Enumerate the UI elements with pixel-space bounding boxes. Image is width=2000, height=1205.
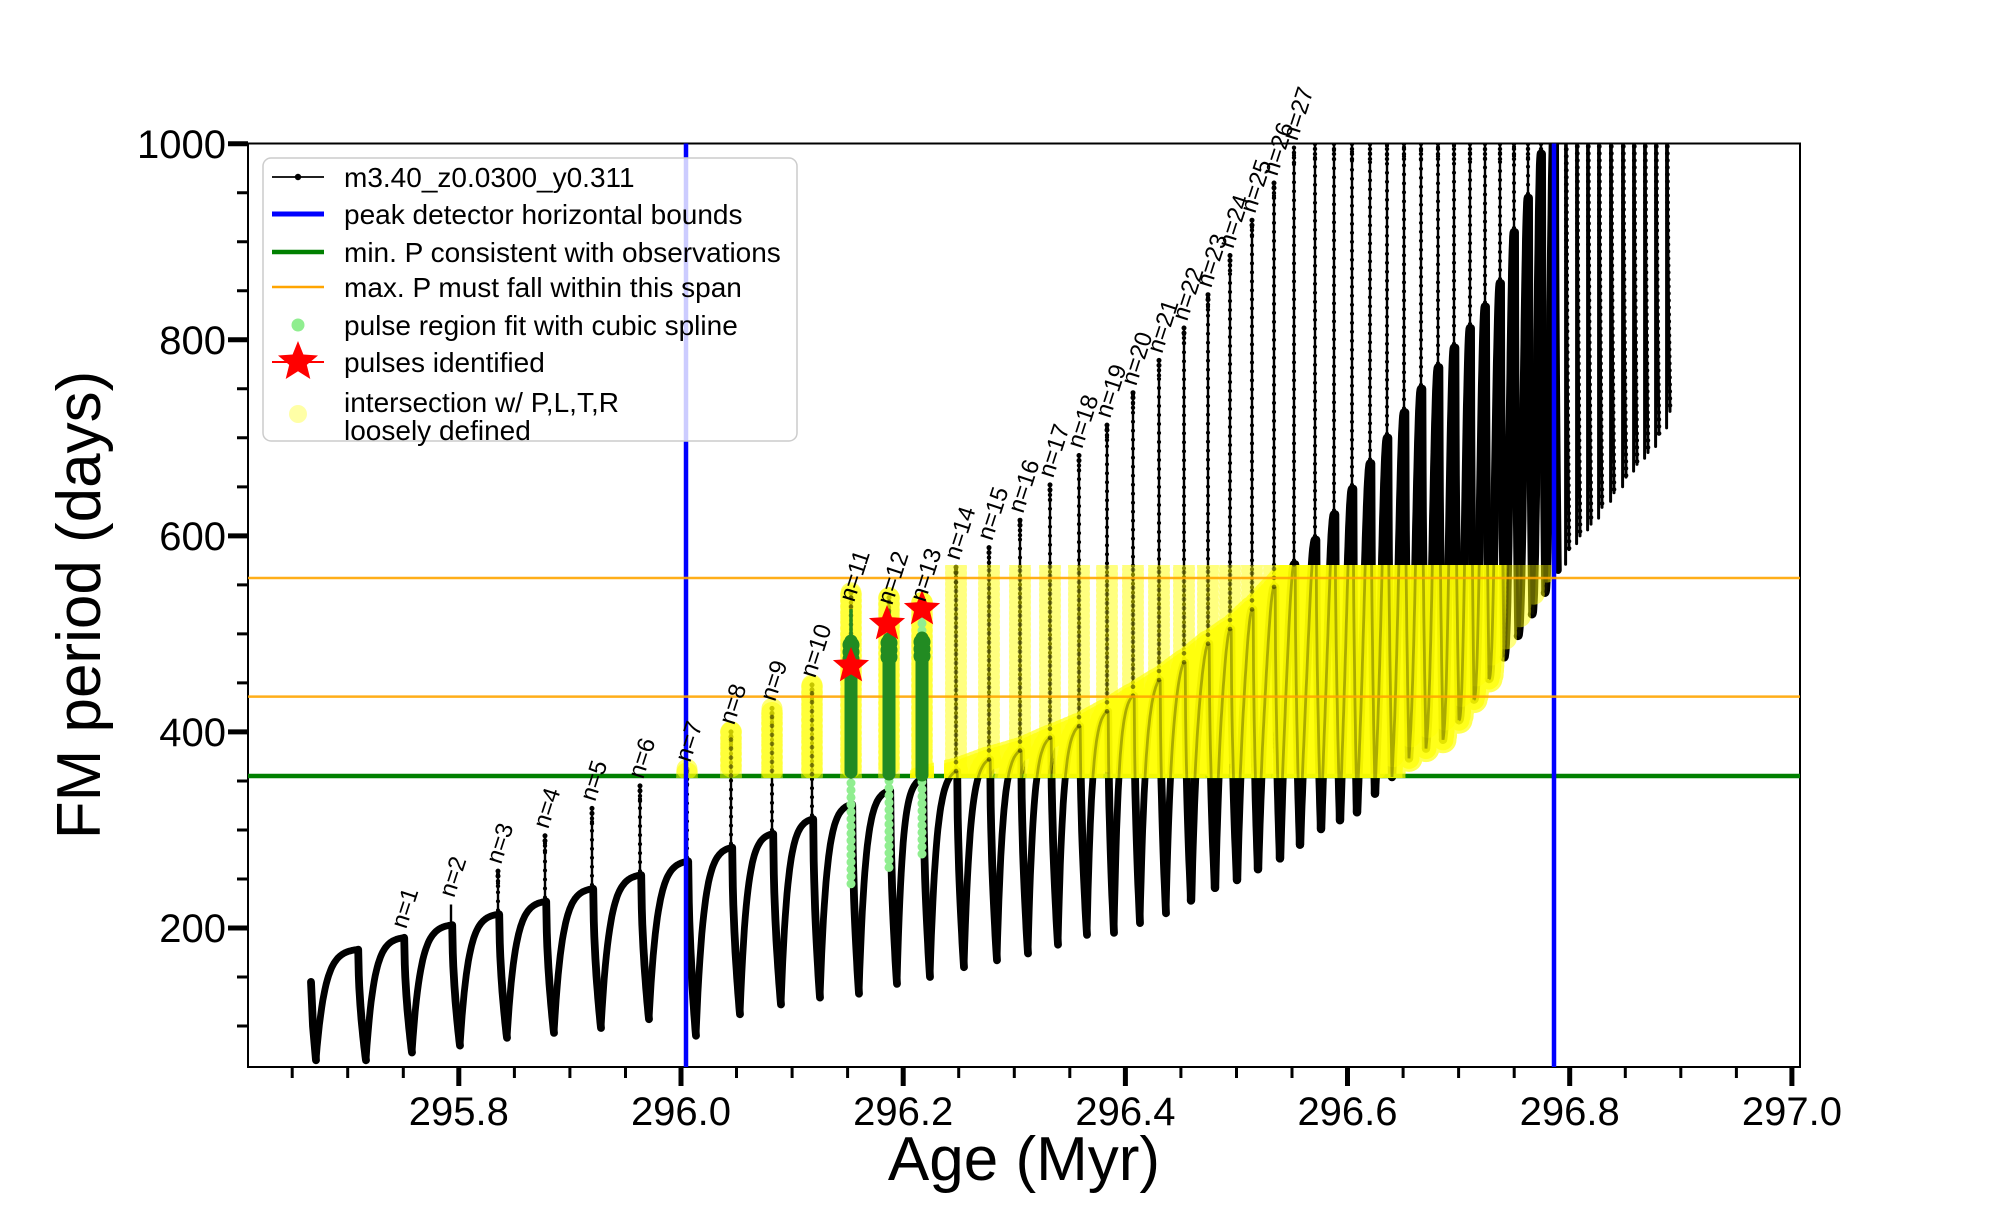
svg-text:296.6: 296.6	[1297, 1090, 1397, 1134]
svg-text:loosely defined: loosely defined	[344, 415, 531, 446]
svg-text:pulse region fit with cubic sp: pulse region fit with cubic spline	[344, 310, 738, 341]
svg-text:400: 400	[159, 711, 226, 755]
svg-text:296.4: 296.4	[1075, 1090, 1175, 1134]
svg-text:min. P consistent with observa: min. P consistent with observations	[344, 237, 781, 268]
svg-text:296.0: 296.0	[631, 1090, 731, 1134]
svg-text:intersection w/ P,L,T,R: intersection w/ P,L,T,R	[344, 387, 619, 418]
svg-text:800: 800	[159, 319, 226, 363]
svg-text:FM period (days): FM period (days)	[45, 371, 114, 840]
svg-text:296.2: 296.2	[853, 1090, 953, 1134]
svg-text:max. P must fall within this s: max. P must fall within this span	[344, 272, 742, 303]
svg-text:pulses identified: pulses identified	[344, 347, 545, 378]
svg-text:297.0: 297.0	[1742, 1090, 1842, 1134]
svg-text:200: 200	[159, 907, 226, 951]
svg-text:m3.40_z0.0300_y0.311: m3.40_z0.0300_y0.311	[344, 162, 635, 193]
svg-text:296.8: 296.8	[1520, 1090, 1620, 1134]
svg-text:600: 600	[159, 515, 226, 559]
svg-text:Age (Myr): Age (Myr)	[888, 1125, 1160, 1194]
svg-text:1000: 1000	[137, 123, 226, 167]
svg-text:peak detector horizontal bound: peak detector horizontal bounds	[344, 199, 743, 230]
svg-text:295.8: 295.8	[409, 1090, 509, 1134]
